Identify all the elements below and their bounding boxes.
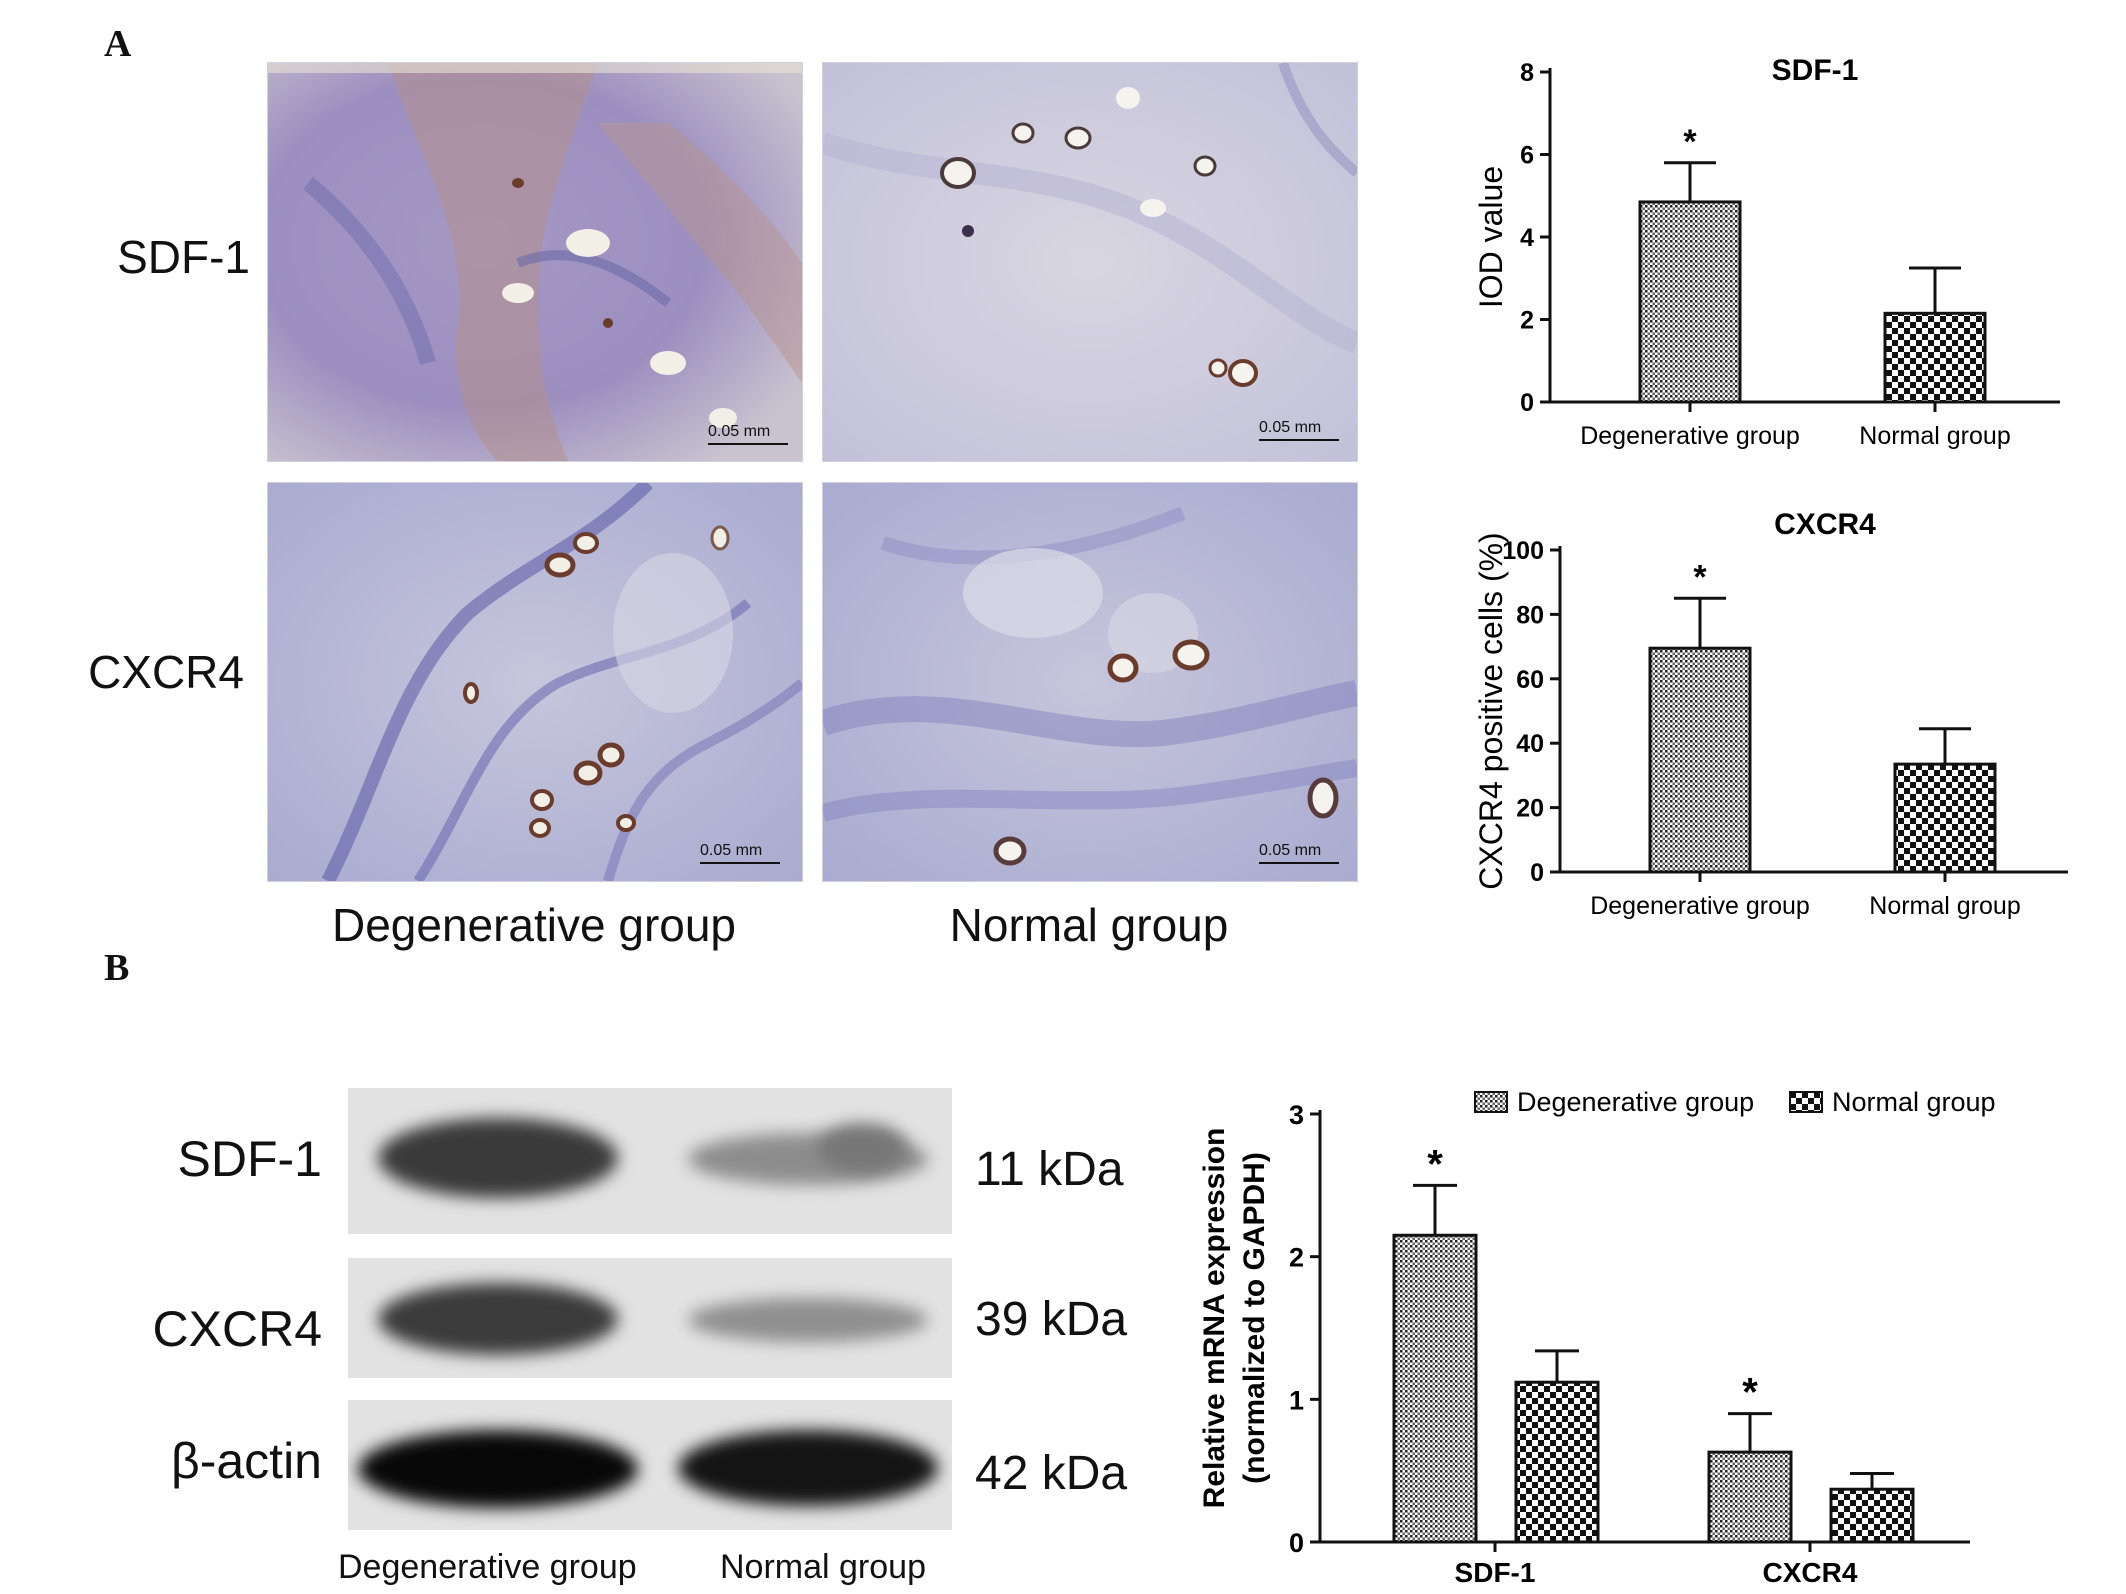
chart-title: CXCR4 [1774,508,1876,541]
micrograph-sdf1-degenerative: 0.05 mm [267,62,803,462]
bar-normal [1883,311,1987,404]
x-tick-label: Normal group [1869,892,2020,920]
y-tick-label: 0 [1520,389,1534,417]
y-axis-label: IOD value [1473,166,1509,308]
x-tick-label: Degenerative group [1590,892,1810,920]
y-tick-label: 4 [1520,224,1534,252]
y-axis-label: CXCR4 positive cells (%) [1473,532,1509,889]
group-label-normal: Normal group [949,899,1229,951]
y-tick-label: 2 [1289,1243,1304,1273]
panel-letter-a: A [104,23,132,65]
row-label-cxcr4: CXCR4 [88,646,244,698]
legend-label: Normal group [1832,1087,1996,1117]
blot-label-beta-actin: β-actin [170,1433,322,1489]
kda-label-beta-actin: 42 kDa [975,1447,1128,1500]
legend-label: Degenerative group [1517,1087,1754,1117]
kda-label-cxcr4: 39 kDa [975,1293,1128,1346]
chart-sdf1-iod: SDF-1 0 2 4 6 8 IOD value Degenerative group * No… [1473,54,2060,450]
blot-group-degenerative: Degenerative group [338,1548,637,1586]
scale-bar: 0.05 mm [1259,419,1339,441]
blot-group-normal: Normal group [720,1548,926,1586]
y-tick-label: 8 [1520,59,1534,87]
scale-bar: 0.05 mm [700,842,780,864]
blot-label-sdf1: SDF-1 [177,1131,322,1187]
legend-swatch-degenerative [1474,1091,1508,1113]
y-tick-label: 2 [1520,307,1534,335]
micrograph-cxcr4-degenerative: 0.05 mm [267,482,803,882]
y-tick-label: 6 [1520,142,1534,170]
x-tick-label: CXCR4 [1763,1557,1858,1588]
bar-degenerative [1638,200,1742,404]
micrograph-cxcr4-normal: 0.05 mm [822,482,1358,882]
y-tick-label: 0 [1289,1528,1304,1558]
significance-marker: * [1683,123,1697,161]
chart-title: SDF-1 [1772,54,1859,87]
bar-normal [1514,1380,1600,1544]
blot-strip-beta-actin [348,1400,952,1530]
y-tick-label: 0 [1530,859,1544,887]
kda-label-sdf1: 11 kDa [975,1143,1124,1196]
blot-strip-sdf1 [348,1088,952,1234]
y-tick-label: 3 [1289,1100,1304,1130]
significance-marker: * [1742,1371,1758,1415]
legend-swatch-normal [1789,1091,1823,1113]
y-tick-label: 100 [1502,537,1544,565]
bar-normal [1893,762,1997,874]
y-tick-label: 1 [1289,1385,1304,1415]
y-tick-label: 60 [1516,666,1544,694]
y-axis-label: Relative mRNA expression [1198,1128,1231,1509]
micrograph-sdf1-normal: 0.05 mm [822,62,1358,462]
bar-degenerative [1707,1450,1793,1544]
bar-degenerative [1648,646,1752,874]
x-tick-label: SDF-1 [1455,1557,1536,1588]
group-label-degenerative: Degenerative group [331,899,737,951]
y-tick-label: 80 [1516,601,1544,629]
y-axis-label-line2: (normalized to GAPDH) [1238,1152,1271,1484]
panel-letter-b: B [104,947,130,989]
significance-marker: * [1693,558,1707,596]
x-tick-label: Normal group [1859,422,2010,450]
scale-bar: 0.05 mm [708,423,788,445]
y-tick-label: 40 [1516,730,1544,758]
bar-degenerative [1392,1233,1478,1544]
scale-bar-label: 0.05 mm [1259,419,1322,436]
chart-mrna-expression: 0 1 2 3 Relative mRNA expression (normalized … [1198,1087,1996,1588]
scale-bar-label: 0.05 mm [708,423,771,440]
significance-marker: * [1427,1142,1443,1186]
blot-label-cxcr4: CXCR4 [152,1301,322,1357]
y-tick-label: 20 [1516,795,1544,823]
row-label-sdf1: SDF-1 [117,231,250,283]
blot-strip-cxcr4 [348,1258,952,1378]
scale-bar-label: 0.05 mm [1259,842,1322,859]
x-tick-label: Degenerative group [1580,422,1800,450]
scale-bar: 0.05 mm [1259,842,1339,864]
bar-normal [1829,1487,1915,1544]
scale-bar-label: 0.05 mm [700,842,763,859]
